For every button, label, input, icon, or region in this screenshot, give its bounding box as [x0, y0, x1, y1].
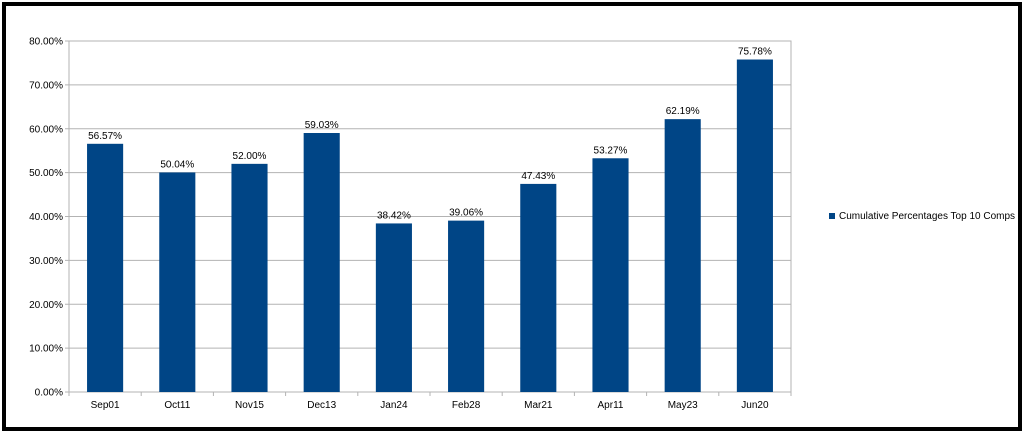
data-label: 38.42% — [377, 210, 411, 221]
x-tick-label: Dec13 — [307, 400, 336, 411]
y-tick-label: 50.00% — [29, 168, 63, 179]
y-tick-label: 80.00% — [29, 37, 63, 48]
x-tick-label: Mar21 — [524, 400, 553, 411]
bar — [375, 223, 412, 392]
y-tick-label: 60.00% — [29, 124, 63, 135]
y-tick-label: 20.00% — [29, 300, 63, 311]
y-tick-label: 30.00% — [29, 256, 63, 267]
legend: Cumulative Percentages Top 10 Comps — [829, 211, 1015, 222]
x-tick-label: Nov15 — [235, 400, 264, 411]
x-tick-label: Apr11 — [598, 400, 624, 411]
data-label: 39.06% — [449, 208, 483, 219]
x-tick-label: Oct11 — [164, 400, 190, 411]
x-tick-label: Jan24 — [380, 400, 408, 411]
y-axis-ticks: 0.00% 10.00% 20.00% 30.00% 40.00% 50.00% 60.00… — [29, 37, 63, 399]
legend-label: Cumulative Percentages Top 10 Comps — [839, 211, 1015, 222]
x-axis-ticks: Sep01 Oct11 Nov15 Dec13 Jan24 Feb28 Mar21 Apr11… — [68, 392, 792, 411]
data-label: 59.03% — [305, 120, 339, 131]
y-tick-label: 70.00% — [29, 80, 63, 91]
x-tick-label: Sep01 — [91, 400, 120, 411]
data-label: 52.00% — [233, 151, 267, 162]
y-tick-label: 10.00% — [29, 344, 63, 355]
bar-chart: 0.00% 10.00% 20.00% 30.00% 40.00% 50.00% 60.00… — [29, 37, 1015, 412]
bar — [231, 163, 268, 392]
bar — [87, 143, 124, 392]
y-tick-label: 0.00% — [35, 388, 63, 399]
data-label: 53.27% — [594, 145, 628, 156]
bar — [520, 183, 557, 392]
bar — [159, 172, 196, 392]
data-label: 56.57% — [88, 131, 122, 142]
bar — [448, 220, 485, 392]
bar — [664, 119, 701, 393]
x-tick-label: Feb28 — [452, 400, 481, 411]
data-label: 47.43% — [521, 171, 555, 182]
data-labels: 56.57% 50.04% 52.00% 59.03% 38.42% 39.06% 47.4… — [88, 47, 772, 222]
x-tick-label: May23 — [668, 400, 698, 411]
data-label: 75.78% — [738, 47, 772, 58]
bar — [303, 133, 340, 393]
bar — [592, 158, 629, 392]
x-tick-label: Jun20 — [741, 400, 769, 411]
data-label: 62.19% — [666, 106, 700, 117]
bar — [736, 59, 773, 392]
bars — [87, 59, 773, 393]
y-tick-label: 40.00% — [29, 212, 63, 223]
data-label: 50.04% — [160, 159, 194, 170]
legend-swatch — [829, 213, 835, 219]
